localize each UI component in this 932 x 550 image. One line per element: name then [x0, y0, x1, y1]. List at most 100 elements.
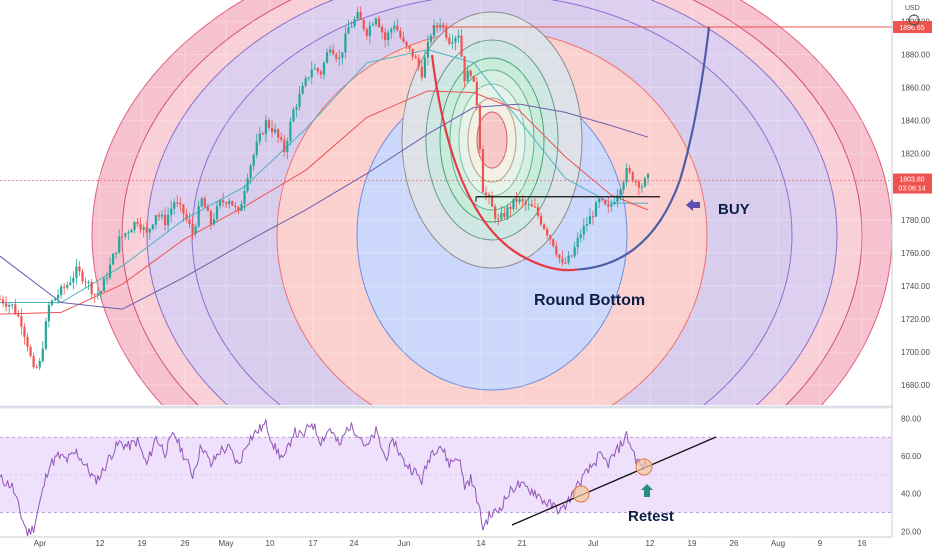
moving-average-line: [0, 49, 648, 303]
candle-body: [200, 198, 203, 207]
candle-body: [338, 57, 341, 59]
last-price-badge: [893, 173, 932, 194]
candle-body: [637, 181, 640, 188]
candle-body: [249, 165, 252, 179]
candle-body: [643, 178, 647, 187]
candle-body: [387, 32, 390, 41]
candle-body: [530, 204, 533, 207]
candle-body: [500, 213, 503, 219]
candle-body: [53, 298, 57, 301]
candle-body: [439, 24, 442, 27]
candle-body: [267, 120, 271, 128]
price-tick-label: 1760.00: [901, 249, 930, 258]
candle-body: [185, 213, 188, 220]
candle-body: [497, 218, 500, 220]
candle-body: [567, 255, 570, 263]
candle-body: [579, 234, 582, 238]
candle-body: [319, 71, 323, 75]
candle-body: [206, 207, 209, 211]
candle-body: [451, 42, 454, 44]
candle-body: [124, 233, 127, 237]
candle-body: [341, 52, 344, 58]
settings-icon[interactable]: [908, 14, 920, 26]
time-tick-label: 14: [477, 539, 486, 548]
candle-body: [601, 198, 604, 201]
candle-body: [432, 25, 436, 36]
retest-arrow-icon: [641, 484, 653, 497]
candle-body: [597, 198, 601, 203]
candle-body: [20, 316, 23, 327]
candle-body: [273, 129, 277, 133]
candle-body: [258, 133, 261, 142]
candle-body: [356, 12, 359, 20]
candlesticks: [0, 6, 650, 371]
candle-body: [170, 208, 173, 215]
candle-body: [78, 266, 81, 272]
currency-text: USD: [905, 5, 920, 12]
price-tick-label: 1720.00: [901, 315, 930, 324]
candle-body: [570, 255, 573, 257]
candle-body: [561, 258, 564, 263]
candle-body: [157, 215, 161, 217]
candle-body: [167, 214, 170, 226]
candle-body: [558, 254, 561, 259]
candle-body: [640, 186, 643, 188]
resistance-price-badge: [893, 21, 932, 34]
candle-body: [252, 154, 255, 166]
candle-body: [286, 140, 289, 153]
candle-body: [377, 18, 381, 27]
candle-body: [234, 205, 237, 207]
time-tick-label: Jul: [588, 539, 598, 548]
time-tick-label: 10: [266, 539, 275, 548]
candle-body: [506, 206, 509, 218]
candle-body: [417, 58, 420, 67]
resistance-price-text: 1896.65: [899, 25, 924, 32]
candle-body: [316, 68, 319, 72]
candle-body: [429, 35, 433, 42]
rsi-band: [0, 436, 892, 513]
candle-body: [280, 137, 283, 140]
candle-body: [8, 305, 11, 307]
candle-body: [631, 172, 634, 182]
candle-body: [176, 202, 179, 204]
candle-body: [371, 24, 375, 26]
candle-body: [460, 35, 463, 57]
candle-body: [14, 304, 17, 314]
price-tick-label: 1820.00: [901, 150, 930, 159]
candle-body: [237, 206, 240, 211]
candle-body: [353, 19, 356, 27]
time-axis[interactable]: Apr 12 19 26 May 10 17 24 Jun 14 21 Jul 12 19 26 Aug 9 16: [34, 539, 867, 548]
candle-body: [298, 93, 301, 108]
candle-body: [105, 277, 109, 279]
candle-body: [160, 214, 164, 217]
time-tick-label: 21: [518, 539, 527, 548]
candle-body: [533, 206, 537, 208]
price-labels: 1896.65 1803.80 03:06:14: [893, 21, 932, 194]
candle-body: [445, 26, 448, 38]
candle-body: [527, 204, 530, 206]
candle-body: [136, 221, 139, 224]
candle-body: [463, 56, 466, 82]
candle-body: [408, 45, 411, 49]
candle-body: [231, 200, 234, 206]
candle-body: [222, 200, 225, 203]
candle-body: [194, 226, 197, 234]
candle-body: [47, 304, 51, 322]
moving-average-line: [0, 103, 649, 310]
price-axis[interactable]: 1680.00 1700.00 1720.00 1740.00 1760.00 1780.…: [901, 17, 930, 390]
candle-body: [154, 215, 157, 225]
time-tick-label: Apr: [34, 539, 47, 548]
candle-body: [396, 25, 399, 31]
rsi-axis[interactable]: 20.00 40.00 60.00 80.00: [901, 414, 922, 536]
time-tick-label: 19: [138, 539, 147, 548]
candle-body: [130, 230, 133, 233]
candle-body: [515, 198, 518, 202]
time-tick-label: 26: [730, 539, 739, 548]
time-tick-label: 9: [818, 539, 823, 548]
candle-body: [179, 202, 182, 205]
candle-body: [374, 18, 378, 25]
candle-body: [246, 178, 249, 192]
candle-body: [99, 291, 102, 294]
candle-body: [481, 149, 485, 193]
